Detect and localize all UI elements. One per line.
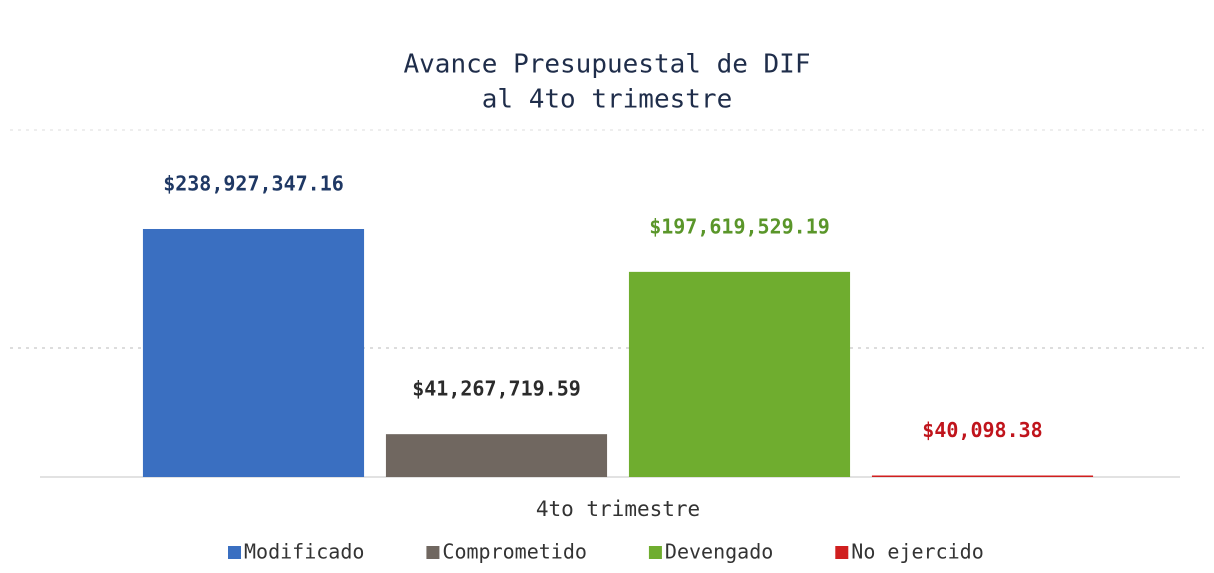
bar — [142, 228, 365, 477]
legend-label: Comprometido — [442, 540, 587, 564]
legend-swatch — [228, 546, 241, 559]
legend-label: No ejercido — [851, 540, 983, 564]
legend-label: Devengado — [665, 540, 773, 564]
data-label: $197,619,529.19 — [649, 214, 830, 238]
data-label: $238,927,347.16 — [163, 171, 344, 195]
bar — [628, 271, 851, 477]
data-label: $40,098.38 — [922, 418, 1042, 442]
legend-swatch — [648, 546, 662, 559]
chart-title: Avance Presupuestal de DIF — [404, 50, 811, 80]
chart-title: al 4to trimestre — [482, 85, 732, 115]
bar — [385, 434, 608, 477]
legend-swatch — [426, 546, 440, 559]
data-label: $41,267,719.59 — [412, 377, 581, 401]
x-tick-label: 4to trimestre — [536, 497, 700, 521]
legend-swatch — [835, 546, 849, 559]
bar — [871, 475, 1094, 477]
legend-label: Modificado — [244, 540, 364, 564]
